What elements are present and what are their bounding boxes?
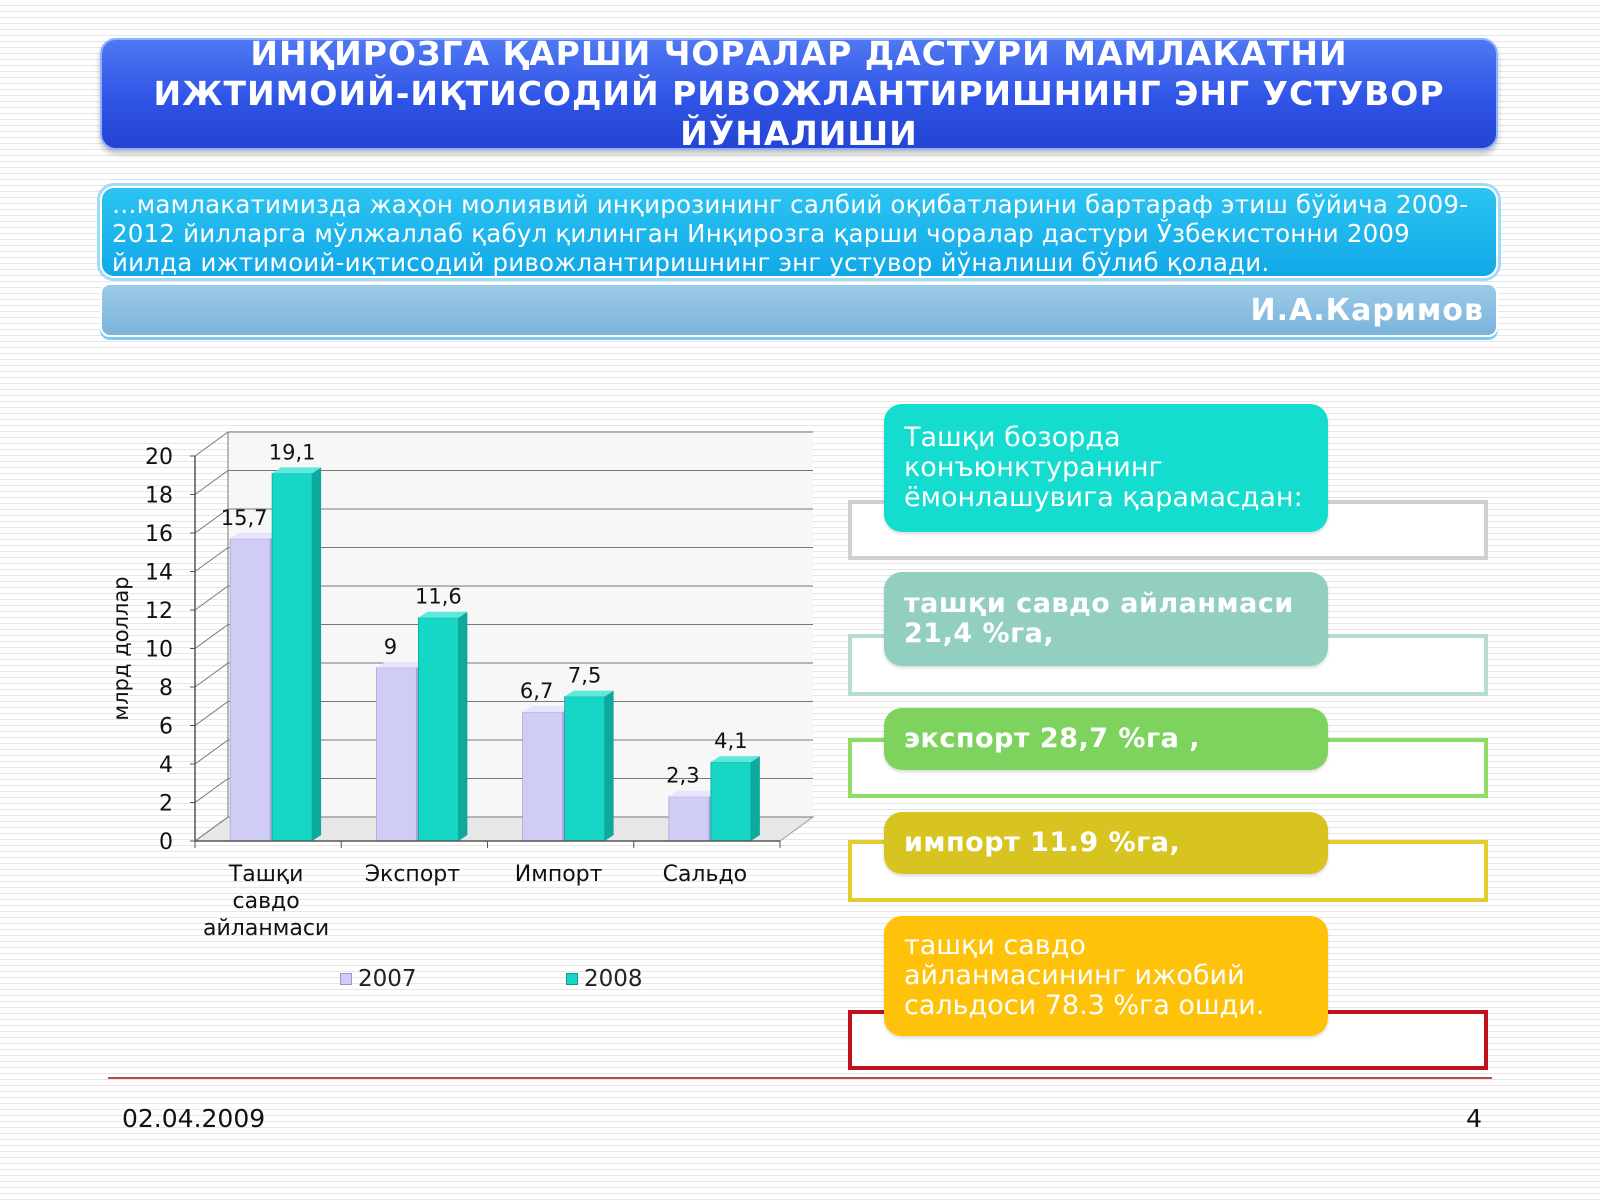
y-axis-label: млрд доллар (109, 576, 133, 720)
bar-2008-3 (710, 761, 752, 842)
data-label: 6,7 (520, 679, 553, 703)
bar-2007-2 (522, 711, 564, 842)
legend-swatch-2008 (566, 973, 578, 985)
info-text-5: ташқи савдо айланмасининг ижобий сальдос… (904, 930, 1265, 1021)
y-tick-label: 20 (145, 445, 173, 470)
legend-label-2008: 2008 (584, 966, 643, 992)
gridline-diagonal (194, 662, 229, 688)
bar-2008-2 (564, 696, 606, 842)
legend-label-2007: 2007 (358, 966, 417, 992)
bar-2007-1 (375, 667, 417, 842)
info-pill-4: импорт 11.9 %га, (884, 812, 1328, 874)
bar-top (376, 661, 426, 668)
gridline-diagonal (194, 701, 229, 726)
y-tick-label: 14 (145, 561, 173, 586)
gridline-diagonal (194, 431, 229, 457)
bar-chart: 0 2 4 6 8 10 12 14 16 18 20 млрд доллар 15,7 19,1 Ташқ… (109, 431, 815, 941)
info-text-4: импорт 11.9 %га, (904, 827, 1181, 858)
footer-divider (108, 1077, 1492, 1079)
bar-top (564, 690, 614, 697)
info-text-1: Ташқи бозорда конъюнктуранинг ёмонлашуви… (904, 422, 1303, 513)
y-tick-label: 6 (159, 715, 173, 740)
legend-swatch-2007 (340, 973, 352, 985)
x-tick-label: Экспорт (365, 862, 461, 887)
x-tick-label: Импорт (515, 862, 603, 887)
author-box: И.А.Каримов (100, 283, 1498, 337)
data-label: 15,7 (221, 506, 268, 530)
y-tick-label: 2 (159, 792, 173, 817)
bar-top (272, 467, 322, 474)
gridline-diagonal (194, 816, 229, 842)
bar-top (230, 532, 280, 539)
gridline-diagonal (194, 739, 229, 765)
quote-author: И.А.Каримов (1250, 292, 1484, 328)
bar-2008-0 (271, 472, 313, 842)
gridline-diagonal (194, 508, 229, 534)
data-label: 11,6 (415, 585, 462, 609)
data-label: 4,1 (714, 729, 747, 753)
info-pill-5: ташқи савдо айланмасининг ижобий сальдос… (884, 916, 1328, 1036)
quote-box: …мамлакатимизда жаҳон молиявий инқирозин… (100, 186, 1498, 278)
gridline-diagonal (194, 547, 229, 572)
gridline-diagonal (194, 624, 229, 649)
data-label: 2,3 (666, 764, 699, 788)
gridline-diagonal (194, 470, 229, 495)
legend-item-2007: 2007 (340, 966, 417, 992)
gridline-diagonal (194, 585, 229, 611)
data-label: 9 (384, 635, 397, 659)
quote-text: …мамлакатимизда жаҳон молиявий инқирозин… (112, 190, 1469, 277)
y-tick-label: 8 (159, 676, 173, 701)
data-label: 7,5 (568, 664, 601, 688)
bar-side (750, 756, 760, 841)
bar-top (522, 706, 572, 713)
bar-top (710, 756, 760, 763)
x-tick-label: Сальдо (663, 862, 748, 887)
y-tick-label: 16 (145, 522, 173, 547)
y-tick-label: 4 (159, 753, 173, 778)
info-pill-3: экспорт 28,7 %га , (884, 708, 1328, 770)
y-tick-label: 0 (159, 830, 173, 855)
bar-top (668, 790, 718, 797)
legend-item-2008: 2008 (566, 966, 643, 992)
info-pill-2: ташқи савдо айланмаси 21,4 %га, (884, 572, 1328, 666)
y-tick-label: 12 (145, 599, 173, 624)
bar-2007-0 (229, 538, 271, 842)
footer-date: 02.04.2009 (122, 1104, 266, 1133)
slide-title: ИНҚИРОЗГА ҚАРШИ ЧОРАЛАР ДАСТУРИ МАМЛАКАТ… (153, 34, 1445, 153)
bar-side (604, 690, 614, 841)
bar-2008-1 (417, 617, 459, 842)
gridline-diagonal (194, 778, 229, 803)
info-pill-1: Ташқи бозорда конъюнктуранинг ёмонлашуви… (884, 404, 1328, 532)
page-number: 4 (1466, 1104, 1482, 1133)
info-text-2: ташқи савдо айланмаси 21,4 %га, (904, 588, 1294, 649)
bar-top (418, 611, 468, 618)
info-text-3: экспорт 28,7 %га , (904, 723, 1200, 754)
x-tick-label: Ташқи савдо айланмаси (203, 862, 329, 941)
bar-side (312, 467, 322, 841)
bar-2007-3 (668, 796, 710, 842)
y-tick-label: 18 (145, 484, 173, 509)
data-label: 19,1 (269, 440, 316, 464)
title-banner: ИНҚИРОЗГА ҚАРШИ ЧОРАЛАР ДАСТУРИ МАМЛАКАТ… (100, 34, 1498, 153)
y-tick-label: 10 (145, 638, 173, 663)
bar-side (458, 611, 468, 841)
